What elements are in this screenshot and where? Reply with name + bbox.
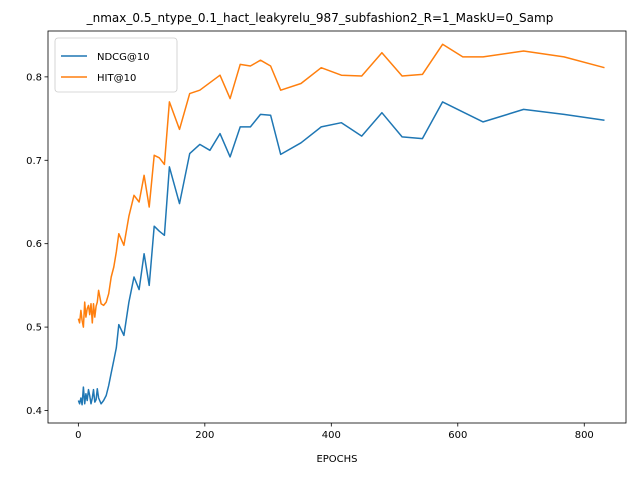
legend: NDCG@10 HIT@10 xyxy=(54,37,178,93)
series-line-hit-10 xyxy=(77,43,605,328)
y-tick-label: 0.5 xyxy=(26,323,42,334)
series-line-ndcg-10 xyxy=(77,101,605,406)
y-tick-label: 0.6 xyxy=(26,239,42,250)
plot-frame xyxy=(47,30,627,424)
y-axis: 0.4 0.5 0.6 0.7 0.8 xyxy=(26,72,48,417)
x-tick-label: 600 xyxy=(448,430,467,441)
x-tick-label: 800 xyxy=(575,430,594,441)
y-tick-label: 0.8 xyxy=(26,72,42,83)
x-axis-label: EPOCHS xyxy=(316,454,357,465)
x-tick-label: 0 xyxy=(75,430,81,441)
series-layer xyxy=(77,43,605,406)
chart-title: _nmax_0.5_ntype_0.1_hact_leakyrelu_987_s… xyxy=(86,11,554,25)
x-tick-label: 200 xyxy=(195,430,214,441)
x-tick-label: 400 xyxy=(322,430,341,441)
y-tick-label: 0.4 xyxy=(26,406,42,417)
x-axis: 0 200 400 600 800 xyxy=(75,423,594,441)
legend-label-ndcg: NDCG@10 xyxy=(97,52,150,63)
y-tick-label: 0.7 xyxy=(26,156,42,167)
legend-label-hit: HIT@10 xyxy=(97,73,136,84)
legend-box xyxy=(54,37,178,93)
